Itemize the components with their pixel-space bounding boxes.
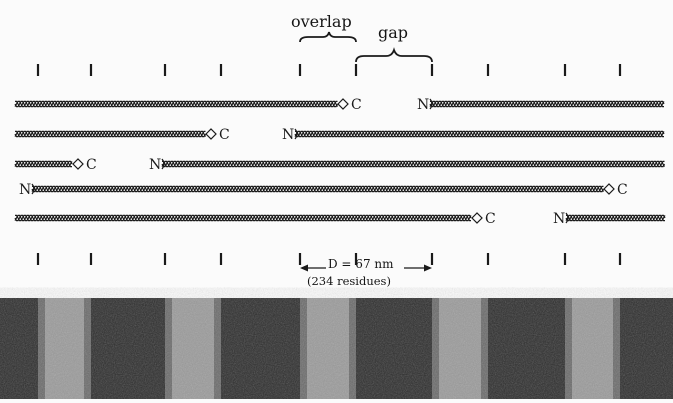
gap-label: gap	[378, 23, 409, 42]
strand-1-0	[14, 130, 207, 138]
strand-2-0-c-label: C	[86, 157, 97, 173]
strand-0-0-cap	[337, 98, 349, 110]
d-arrow-right-head	[424, 264, 432, 272]
strand-4-1-n-cap	[565, 212, 569, 224]
strand-0-0	[14, 100, 339, 108]
strand-0-1	[429, 100, 665, 108]
strand-4-1-n-label: N	[553, 211, 565, 227]
strand-1-0-cap	[205, 128, 217, 140]
strand-1-1-n-cap	[294, 128, 298, 140]
residue-count-label: (234 residues)	[307, 274, 391, 288]
strand-4-0-c-label: C	[485, 211, 496, 227]
strand-0-1-n-label: N	[417, 97, 429, 113]
strand-2-1	[161, 160, 666, 168]
d-period-label: D = 67 nm	[328, 257, 394, 271]
strand-4-0	[14, 214, 472, 222]
strand-1-1-n-label: N	[282, 127, 294, 143]
strand-2-1-n-label: N	[149, 157, 161, 173]
strand-1-0-c-label: C	[219, 127, 230, 143]
strand-0-1-n-cap	[429, 98, 433, 110]
micrograph-grain	[0, 298, 673, 399]
strand-3-0-c-label: C	[617, 182, 628, 198]
strand-4-0-cap	[471, 212, 483, 224]
strand-0-0-c-label: C	[351, 97, 362, 113]
strand-3-0-n-cap	[31, 183, 35, 195]
strand-3-0-n-label: N	[19, 182, 31, 198]
overlap-label: overlap	[291, 12, 352, 31]
strand-2-1-n-cap	[161, 158, 165, 170]
strand-2-0	[14, 160, 73, 168]
strand-2-0-cap	[72, 158, 84, 170]
strand-1-1	[294, 130, 665, 138]
overlap-brace	[299, 31, 357, 43]
d-arrow-left-head	[300, 264, 308, 272]
strand-3-0	[31, 185, 605, 193]
gap-brace	[355, 47, 433, 63]
strand-3-0-cap	[603, 183, 615, 195]
strand-4-1	[565, 214, 666, 222]
